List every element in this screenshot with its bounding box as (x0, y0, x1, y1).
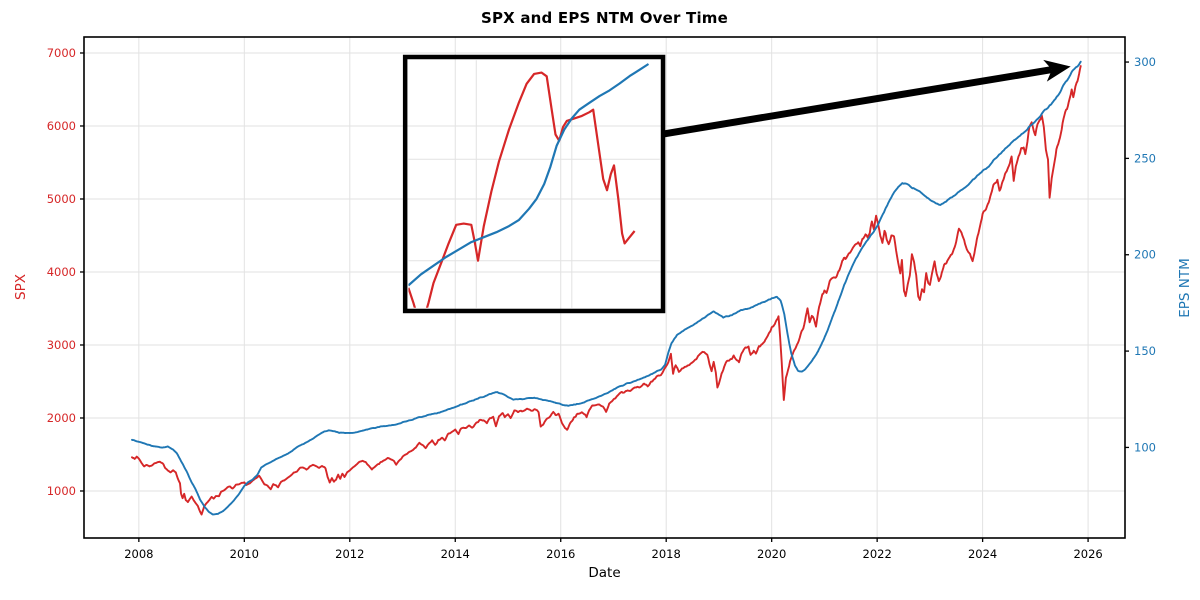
spx-line (131, 65, 1082, 516)
x-tick-label: 2010 (230, 547, 259, 561)
y-right-tick-label: 100 (1134, 440, 1156, 454)
y-right-tick-label: 300 (1134, 55, 1156, 69)
inset-spx-line (408, 71, 636, 308)
plot-border (83, 36, 1126, 539)
y-axis-label-spx: SPX (13, 274, 29, 300)
x-tick-label: 2018 (652, 547, 681, 561)
annotation-arrow-head (1043, 59, 1071, 82)
y-right-tick-label: 150 (1134, 344, 1156, 358)
x-tick-label: 2014 (441, 547, 470, 561)
x-tick-label: 2012 (335, 547, 364, 561)
annotation-arrow-shaft (662, 66, 1053, 138)
y-left-tick-label: 6000 (47, 119, 76, 133)
x-axis-label: Date (588, 565, 621, 581)
y-left-tick-label: 1000 (47, 484, 76, 498)
y-axis-label-eps: EPS NTM (1177, 258, 1193, 318)
x-tick-label: 2024 (968, 547, 997, 561)
y-left-tick-label: 7000 (47, 46, 76, 60)
y-left-tick-label: 4000 (47, 265, 76, 279)
x-tick-label: 2022 (863, 547, 892, 561)
chart-title: SPX and EPS NTM Over Time (480, 9, 729, 27)
y-left-tick-label: 3000 (47, 338, 76, 352)
eps-line (131, 60, 1082, 516)
y-left-tick-label: 5000 (47, 192, 76, 206)
y-left-tick-label: 2000 (47, 411, 76, 425)
x-tick-label: 2026 (1073, 547, 1102, 561)
x-tick-label: 2020 (757, 547, 786, 561)
inset-panel (402, 54, 666, 314)
inset-eps-line (408, 63, 650, 287)
x-tick-label: 2008 (124, 547, 153, 561)
y-right-tick-label: 250 (1134, 151, 1156, 165)
x-tick-label: 2016 (546, 547, 575, 561)
y-right-tick-label: 200 (1134, 248, 1156, 262)
